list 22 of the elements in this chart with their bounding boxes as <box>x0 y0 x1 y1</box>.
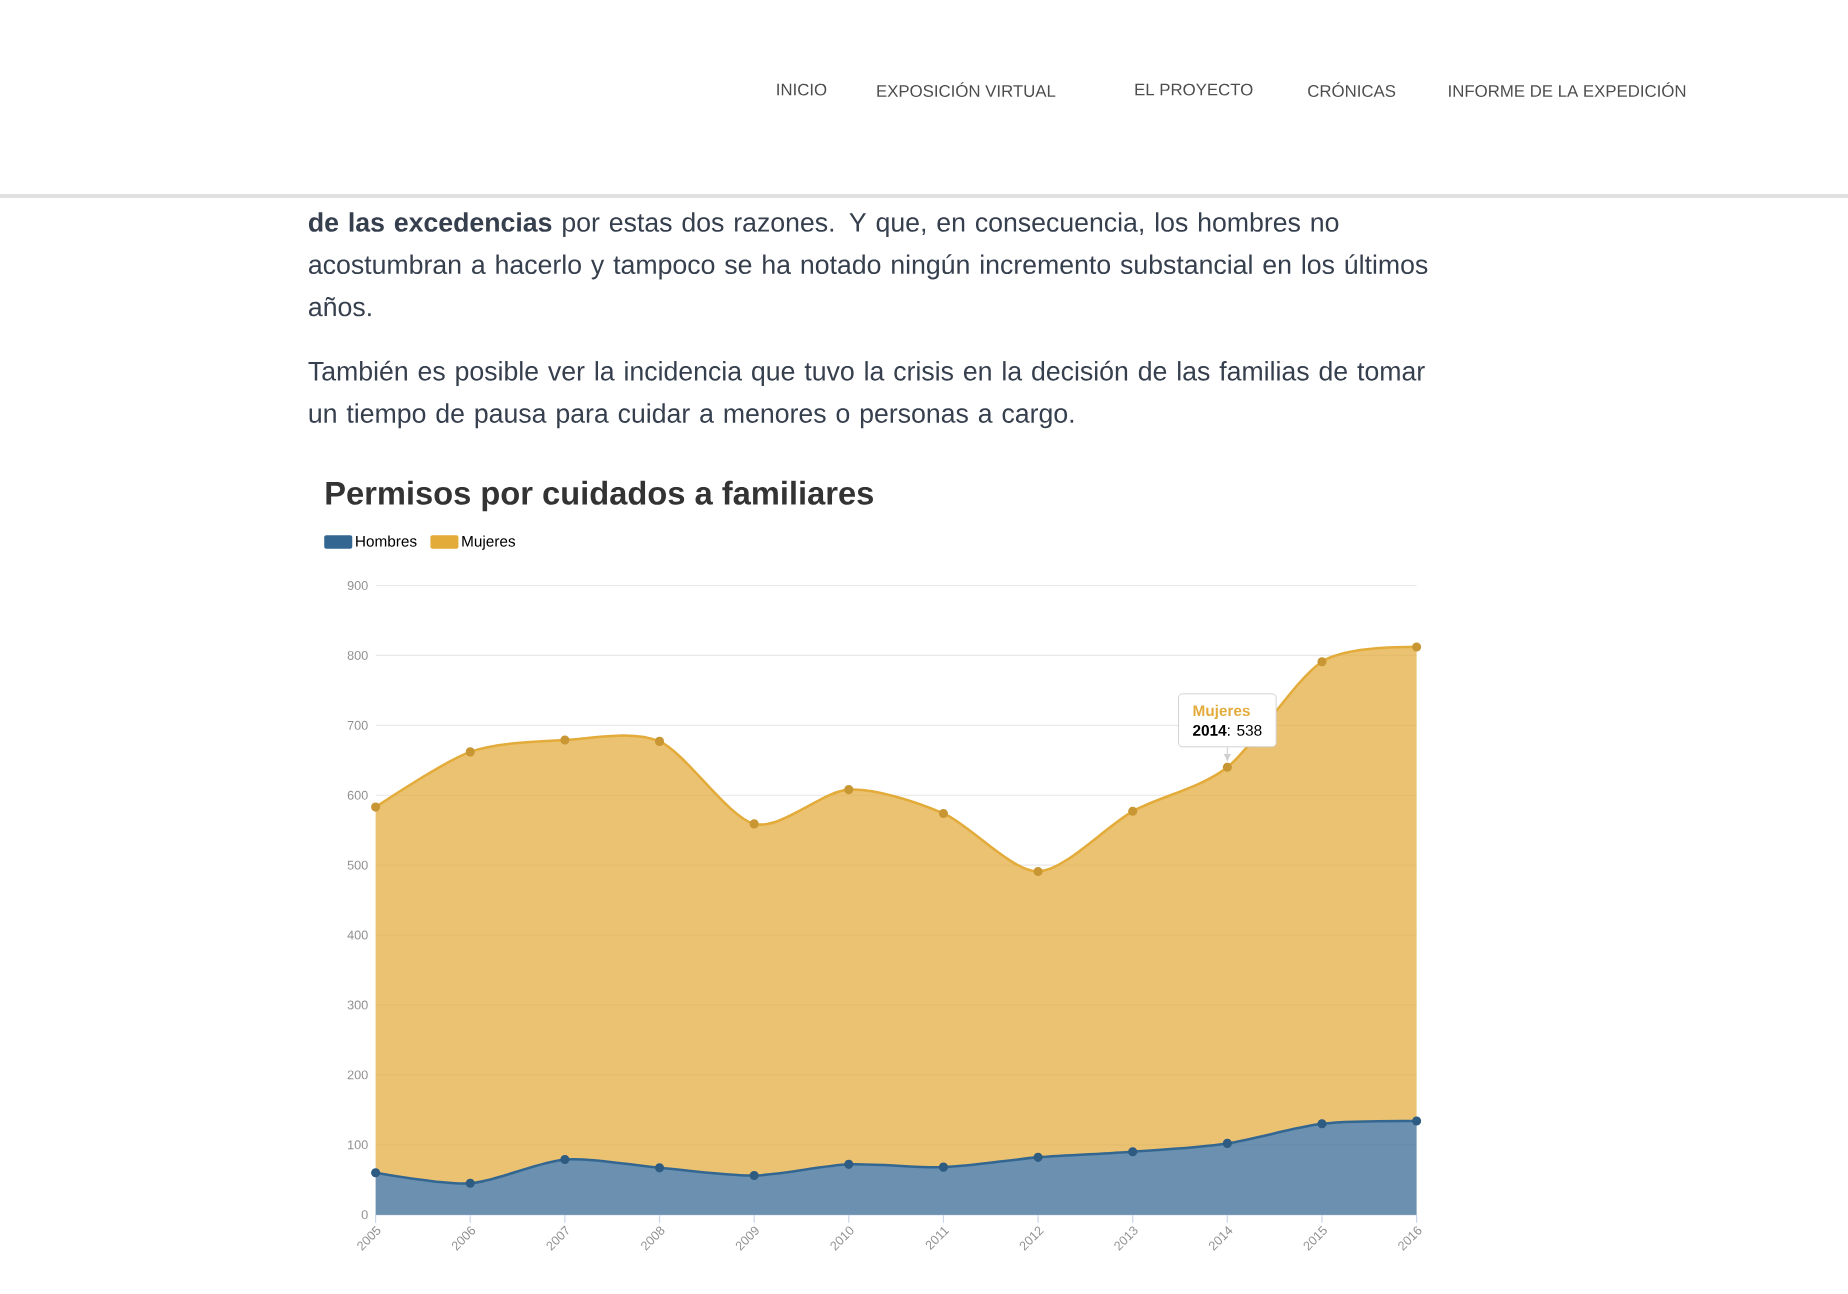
y-tick-label: 0 <box>361 1210 368 1220</box>
legend-label: Mujeres <box>462 535 516 550</box>
y-tick-label: 700 <box>347 720 368 730</box>
annotation: 2014: 538 <box>1193 724 1262 736</box>
chart-title: Permisos por cuidados a familiares <box>326 480 873 512</box>
y-tick-label: 600 <box>347 790 368 800</box>
y-tick-label: 900 <box>347 581 368 590</box>
text: INICIO <box>777 83 827 96</box>
y-tick-label: 200 <box>347 1070 368 1080</box>
y-tick-label: 300 <box>347 1000 368 1010</box>
text: CRÓNICAS <box>1308 82 1396 97</box>
text: EXPOSICIÓN VIRTUAL <box>877 82 1056 97</box>
y-tick-label: 100 <box>348 1140 368 1150</box>
text: También es posible ver la incidencia que tuvo la crisis en la decisión de las familias de tomar un tiempo de pausa para cuidar a menores o personas a cargo. <box>308 360 1425 429</box>
annotation: Mujeres <box>1193 704 1250 720</box>
legend-label: Hombres <box>356 535 417 547</box>
text: de las excedencias por estas dos razones. Y que, en consecuencia, los hombres no acostumbran a hacerlo y tampoco se ha notado ningún incremento substancial en los últimos años. <box>308 212 1428 317</box>
y-tick-label: 800 <box>347 650 368 660</box>
text: INFORME DE LA EXPEDICIÓN <box>1449 82 1686 97</box>
text: EL PROYECTO <box>1135 83 1253 96</box>
y-tick-label: 400 <box>347 930 368 940</box>
y-tick-label: 500 <box>347 860 368 870</box>
